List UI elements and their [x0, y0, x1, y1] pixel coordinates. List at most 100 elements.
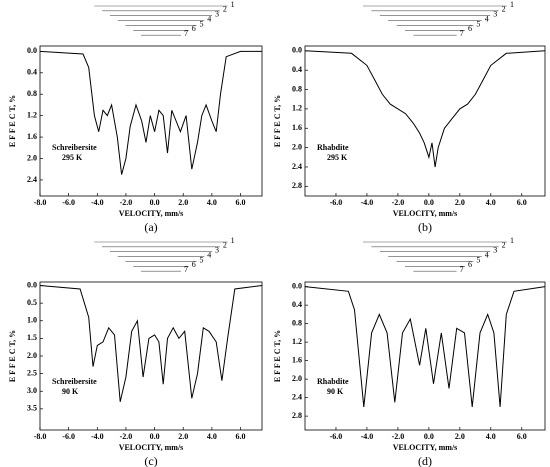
x-axis-label: VELOCITY, mm/s — [393, 209, 458, 218]
x-tick-label: 4.0 — [207, 432, 217, 441]
y-tick-label: 1.6 — [27, 132, 37, 141]
component-label: 5 — [476, 19, 480, 28]
y-tick-label: 1.5 — [27, 333, 37, 342]
component-label: 3 — [215, 246, 219, 255]
x-tick-label: 0.0 — [424, 198, 434, 207]
x-tick-label: -2.0 — [392, 432, 405, 441]
x-tick-label: -2.0 — [392, 198, 405, 207]
sample-temperature: 295 K — [62, 153, 83, 162]
y-tick-label: 2.0 — [292, 142, 302, 151]
component-label: 2 — [223, 5, 227, 14]
component-label: 4 — [485, 14, 489, 23]
x-tick-label: -2.0 — [120, 198, 133, 207]
y-tick-label: 0.4 — [292, 65, 302, 74]
sample-temperature: 90 K — [327, 387, 344, 396]
component-label: 1 — [231, 236, 235, 245]
y-tick-label: 1.0 — [27, 316, 37, 325]
x-tick-label: -4.0 — [91, 432, 104, 441]
x-tick-label: -6.0 — [330, 432, 343, 441]
y-tick-label: 2.4 — [292, 392, 302, 401]
component-label: 7 — [460, 265, 464, 274]
panel-label: (d) — [418, 454, 432, 467]
component-label: 5 — [476, 255, 480, 264]
y-tick-label: 2.8 — [292, 181, 302, 190]
x-tick-label: 2.0 — [455, 198, 465, 207]
plot-frame — [304, 281, 546, 431]
component-label: 6 — [468, 260, 472, 269]
spectrum-line — [304, 286, 546, 407]
component-label: 6 — [468, 24, 472, 33]
y-tick-label: 2.0 — [292, 374, 302, 383]
component-label: 5 — [200, 255, 204, 264]
y-tick-label: 3.0 — [27, 386, 37, 395]
x-tick-label: 6.0 — [236, 432, 246, 441]
sample-name: Rhabdite — [317, 377, 349, 386]
component-label: 4 — [485, 250, 489, 259]
y-tick-label: 3.5 — [27, 404, 37, 413]
spectrum-line — [39, 50, 262, 175]
y-tick-label: 0.0 — [27, 280, 37, 289]
x-tick-label: 2.0 — [178, 432, 188, 441]
plot-frame — [304, 45, 546, 197]
x-tick-label: -6.0 — [62, 432, 75, 441]
component-label: 2 — [502, 5, 506, 14]
sample-name: Schreibersite — [52, 143, 97, 152]
y-tick-label: 0.4 — [292, 300, 302, 309]
y-tick-label: 0.0 — [292, 281, 302, 290]
y-tick-label: 0.8 — [27, 89, 37, 98]
component-label: 6 — [192, 24, 196, 33]
x-tick-label: -6.0 — [330, 198, 343, 207]
x-tick-label: 4.0 — [486, 432, 496, 441]
y-tick-label: 2.8 — [292, 411, 302, 420]
x-tick-label: -8.0 — [34, 432, 47, 441]
component-label: 7 — [184, 29, 188, 38]
y-tick-label: 2.4 — [292, 162, 302, 171]
y-tick-label: 1.6 — [292, 355, 302, 364]
component-label: 6 — [192, 260, 196, 269]
x-tick-label: 6.0 — [236, 198, 246, 207]
y-tick-label: 0.8 — [292, 84, 302, 93]
y-tick-label: 0.5 — [27, 298, 37, 307]
x-tick-label: 0.0 — [424, 432, 434, 441]
x-tick-label: -4.0 — [91, 198, 104, 207]
x-tick-label: 6.0 — [517, 198, 527, 207]
x-tick-label: -8.0 — [34, 198, 47, 207]
x-tick-label: 2.0 — [178, 198, 188, 207]
component-label: 2 — [223, 241, 227, 250]
component-label: 1 — [231, 0, 235, 9]
y-tick-label: 1.2 — [27, 110, 37, 119]
y-tick-label: 2.0 — [27, 351, 37, 360]
x-tick-label: 6.0 — [517, 432, 527, 441]
y-axis-label: E F F E C T, % — [273, 330, 282, 382]
component-label: 5 — [200, 19, 204, 28]
component-label: 2 — [502, 241, 506, 250]
x-tick-label: 4.0 — [207, 198, 217, 207]
y-tick-label: 2.0 — [27, 153, 37, 162]
component-label: 3 — [493, 246, 497, 255]
x-tick-label: -4.0 — [361, 198, 374, 207]
y-tick-label: 1.6 — [292, 123, 302, 132]
sample-name: Rhabdite — [317, 143, 349, 152]
x-tick-label: 2.0 — [455, 432, 465, 441]
y-tick-label: 2.5 — [27, 368, 37, 377]
sample-name: Schreibersite — [52, 377, 97, 386]
x-tick-label: 0.0 — [150, 432, 160, 441]
y-tick-label: 0.4 — [27, 68, 37, 77]
component-label: 7 — [460, 29, 464, 38]
component-label: 1 — [510, 236, 514, 245]
y-tick-label: 0.8 — [292, 318, 302, 327]
component-label: 3 — [215, 10, 219, 19]
panel-label: (b) — [418, 220, 432, 234]
panel-label: (a) — [144, 220, 157, 234]
x-tick-label: 4.0 — [486, 198, 496, 207]
component-label: 4 — [207, 250, 211, 259]
y-tick-label: 1.2 — [292, 337, 302, 346]
spectrum-line — [304, 50, 546, 168]
y-tick-label: 0.0 — [292, 46, 302, 55]
x-tick-label: -6.0 — [62, 198, 75, 207]
component-label: 7 — [184, 265, 188, 274]
x-tick-label: -2.0 — [120, 432, 133, 441]
sample-temperature: 90 K — [62, 387, 79, 396]
y-tick-label: 1.2 — [292, 104, 302, 113]
